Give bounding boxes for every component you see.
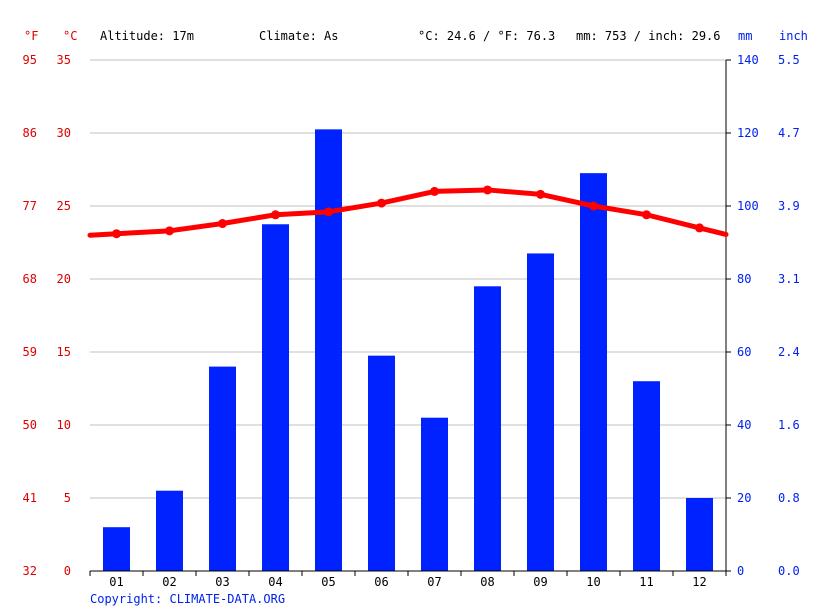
precipitation-bar [527, 253, 554, 571]
fahrenheit-tick-label: 77 [23, 199, 37, 213]
temperature-summary: °C: 24.6 / °F: 76.3 [418, 29, 556, 43]
climate-label: Climate: As [259, 29, 339, 43]
mm-tick-label: 40 [737, 418, 751, 432]
inch-tick-label: 0.0 [778, 564, 800, 578]
fahrenheit-tick-label: 95 [23, 53, 37, 67]
temperature-line [87, 187, 729, 238]
celsius-tick-label: 15 [57, 345, 71, 359]
precipitation-bar [315, 129, 342, 571]
fahrenheit-unit-label: °F [24, 29, 39, 43]
mm-tick-label: 100 [737, 199, 759, 213]
altitude-label: Altitude: 17m [100, 29, 194, 43]
celsius-tick-label: 5 [64, 491, 71, 505]
inch-tick-label: 0.8 [778, 491, 800, 505]
fahrenheit-tick-label: 86 [23, 126, 37, 140]
temperature-point [165, 226, 174, 236]
celsius-tick-label: 20 [57, 272, 71, 286]
month-label: 09 [533, 575, 547, 589]
temperature-point [112, 229, 121, 239]
celsius-tick-label: 25 [57, 199, 71, 213]
precipitation-bar [580, 173, 607, 571]
month-label: 01 [109, 575, 123, 589]
month-label: 03 [215, 575, 229, 589]
month-label: 02 [162, 575, 176, 589]
inch-tick-label: 1.6 [778, 418, 800, 432]
temperature-point [324, 207, 333, 217]
mm-tick-label: 20 [737, 491, 751, 505]
month-label: 12 [692, 575, 706, 589]
temperature-point [589, 201, 598, 211]
month-label: 04 [268, 575, 282, 589]
celsius-tick-label: 35 [57, 53, 71, 67]
inch-tick-label: 4.7 [778, 126, 800, 140]
celsius-tick-label: 10 [57, 418, 71, 432]
precipitation-bar [209, 366, 236, 571]
temperature-point [642, 210, 651, 220]
mm-tick-label: 140 [737, 53, 759, 67]
copyright-link[interactable]: Copyright: CLIMATE-DATA.ORG [90, 592, 286, 606]
celsius-unit-label: °C [63, 29, 78, 43]
precipitation-bar [421, 417, 448, 571]
temperature-point [271, 210, 280, 220]
precipitation-bar [633, 381, 660, 571]
month-label: 06 [374, 575, 388, 589]
temperature-point [430, 186, 439, 196]
inch-unit-label: inch [779, 29, 808, 43]
fahrenheit-tick-label: 41 [23, 491, 37, 505]
mm-tick-label: 80 [737, 272, 751, 286]
inch-tick-label: 5.5 [778, 53, 800, 67]
temperature-point [695, 223, 704, 233]
fahrenheit-tick-label: 68 [23, 272, 37, 286]
precipitation-bar [156, 490, 183, 571]
precipitation-bar [103, 527, 130, 571]
temperature-point [377, 198, 386, 208]
mm-tick-label: 0 [737, 564, 744, 578]
precipitation-bar [368, 355, 395, 571]
month-label: 07 [427, 575, 441, 589]
precipitation-bar [262, 224, 289, 571]
month-label: 08 [480, 575, 494, 589]
inch-tick-label: 3.1 [778, 272, 800, 286]
celsius-tick-label: 0 [64, 564, 71, 578]
temperature-point [483, 185, 492, 195]
inch-tick-label: 3.9 [778, 199, 800, 213]
celsius-tick-label: 30 [57, 126, 71, 140]
precipitation-bar [474, 286, 501, 571]
fahrenheit-tick-label: 59 [23, 345, 37, 359]
fahrenheit-tick-label: 50 [23, 418, 37, 432]
fahrenheit-tick-label: 32 [23, 564, 37, 578]
month-label: 11 [639, 575, 653, 589]
month-label: 05 [321, 575, 335, 589]
mm-unit-label: mm [738, 29, 753, 43]
inch-tick-label: 2.4 [778, 345, 800, 359]
precipitation-bar [686, 498, 713, 571]
precipitation-summary: mm: 753 / inch: 29.6 [576, 29, 721, 43]
mm-tick-label: 60 [737, 345, 751, 359]
temperature-point [218, 219, 227, 229]
temperature-point [536, 189, 545, 199]
mm-tick-label: 120 [737, 126, 759, 140]
month-label: 10 [586, 575, 600, 589]
